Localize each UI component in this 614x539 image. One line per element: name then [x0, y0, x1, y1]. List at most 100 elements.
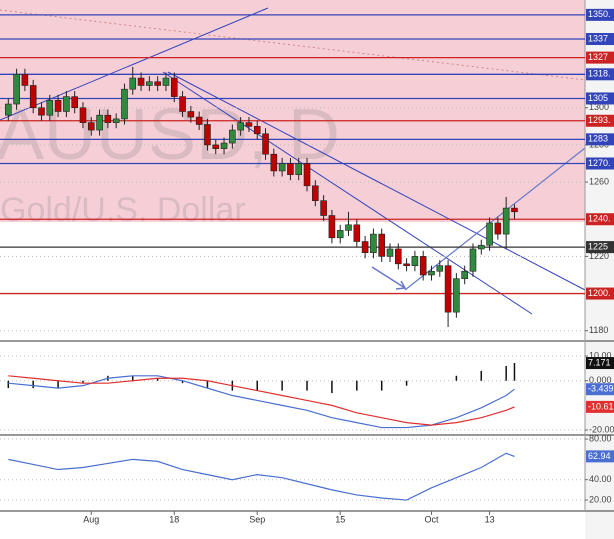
candle-body	[361, 241, 369, 253]
y-tick-label: 20.00	[589, 494, 612, 504]
candle-body	[270, 153, 278, 172]
candle-body	[477, 244, 485, 250]
candle-body	[461, 270, 468, 279]
candle-body	[38, 107, 45, 116]
x-tick-label: 18	[169, 514, 179, 524]
y-tick-label: 80.00	[589, 433, 612, 443]
level-label-box	[586, 213, 614, 226]
candle-body	[253, 126, 261, 135]
candle-body	[187, 111, 195, 118]
y-tick-label: 0.000	[589, 375, 612, 385]
level-label: 1225	[588, 241, 608, 251]
candle-body	[453, 278, 460, 313]
candle-body	[71, 96, 78, 109]
candle-body	[436, 265, 444, 272]
candle-body	[229, 129, 236, 144]
trend-line	[162, 71, 533, 315]
candle-body	[378, 233, 386, 257]
candle-body	[4, 103, 12, 116]
value-label: 7.171	[588, 357, 611, 367]
y-tick-label: 1220	[589, 251, 609, 261]
level-label: 1270.	[588, 158, 611, 168]
candle-body	[146, 81, 153, 86]
level-label-box	[586, 51, 614, 64]
x-tick-label: Oct	[424, 514, 439, 524]
value-label-box	[586, 450, 614, 463]
candle-body	[345, 224, 352, 231]
candle-body	[262, 133, 269, 155]
indicator-line	[8, 375, 515, 426]
candle-body	[444, 265, 452, 313]
candle-body	[96, 114, 103, 131]
value-label: -10.61	[588, 401, 614, 411]
candle-body	[320, 200, 327, 216]
candle-body	[237, 122, 244, 131]
candle-body	[411, 256, 419, 266]
candle-body	[403, 263, 410, 266]
value-label: 62.94	[588, 451, 611, 461]
level-label-box	[586, 92, 614, 105]
level-label: 1200.	[588, 288, 611, 298]
candle-body	[79, 107, 87, 123]
candle-body	[386, 248, 394, 257]
indicator-line	[8, 375, 515, 429]
candle-body	[87, 122, 95, 131]
candle-body	[179, 96, 186, 112]
price-axis-area	[585, 0, 614, 539]
indicator-line	[8, 452, 515, 501]
x-tick-label: Aug	[83, 514, 99, 524]
candle-body	[353, 224, 361, 242]
trend-line	[0, 9, 586, 81]
level-label: 1337	[588, 33, 608, 43]
candle-body	[287, 163, 294, 175]
candle-body	[511, 207, 518, 213]
y-tick-label: -20.00	[589, 424, 614, 434]
candle-body	[428, 270, 435, 276]
level-label-box	[586, 157, 614, 170]
candle-body	[303, 163, 311, 187]
candle-body	[295, 163, 303, 175]
x-tick-label: 13	[485, 514, 495, 524]
level-label-box	[586, 68, 614, 81]
candle-body	[170, 77, 178, 97]
y-tick-label: 1260	[589, 176, 609, 186]
level-label-box	[586, 114, 614, 127]
level-label: 1283	[588, 134, 608, 144]
candle-body	[21, 74, 29, 86]
candle-body	[154, 81, 161, 86]
candle-body	[162, 77, 170, 86]
x-tick-label: Sep	[249, 514, 265, 524]
level-label: 1293.	[588, 115, 611, 125]
candle-body	[121, 88, 128, 120]
candle-body	[195, 116, 203, 125]
level-label: 1318.	[588, 69, 611, 79]
candle-body	[112, 118, 120, 123]
level-label: 1327	[588, 52, 608, 62]
watermark-subtitle: Gold/U.S. Dollar	[0, 191, 246, 229]
candle-body	[29, 85, 37, 109]
level-label: 1240.	[588, 214, 611, 224]
x-tick-label: 15	[335, 514, 345, 524]
candle-body	[328, 215, 336, 239]
level-label-box	[586, 8, 614, 21]
candle-body	[137, 77, 145, 86]
trend-line	[167, 71, 586, 291]
value-label-box	[586, 383, 614, 396]
candle-body	[204, 124, 211, 146]
candle-body	[104, 114, 112, 123]
candle-body	[129, 77, 137, 90]
trend-line	[0, 7, 269, 121]
candle-body	[212, 144, 220, 149]
candle-body	[220, 142, 228, 149]
candle-body	[370, 233, 377, 253]
candle-body	[494, 222, 502, 235]
level-label: 1350.	[588, 9, 611, 19]
level-label-box	[586, 287, 614, 300]
y-tick-label: 1180	[589, 325, 608, 335]
candle-body	[502, 207, 510, 235]
level-label-box	[586, 133, 614, 146]
candle-body	[419, 256, 427, 276]
candle-body	[63, 96, 70, 112]
arrow-head	[395, 280, 407, 290]
